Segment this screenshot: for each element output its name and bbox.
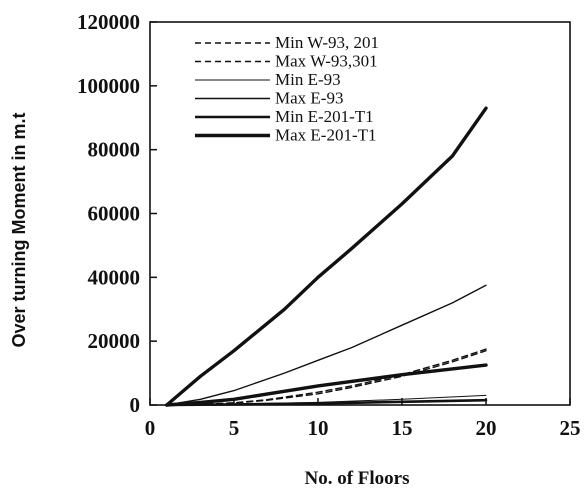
plot-frame bbox=[149, 21, 571, 406]
legend-label-1: Max W-93,301 bbox=[275, 52, 378, 71]
x-tick-label: 0 bbox=[145, 416, 156, 440]
y-tick-label: 20000 bbox=[88, 329, 141, 353]
series-line-0 bbox=[166, 350, 487, 406]
series-layer bbox=[165, 106, 488, 407]
y-tick-label: 40000 bbox=[88, 265, 141, 289]
y-tick-label: 60000 bbox=[88, 202, 141, 226]
legend-label-0: Min W-93, 201 bbox=[275, 33, 379, 52]
x-tick-label: 25 bbox=[560, 416, 581, 440]
y-tick-label: 100000 bbox=[77, 74, 140, 98]
y-tick-label: 120000 bbox=[77, 10, 140, 34]
x-tick-label: 15 bbox=[392, 416, 413, 440]
series-line-3 bbox=[166, 284, 487, 406]
legend-label-5: Max E-201-T1 bbox=[275, 126, 377, 145]
legend-label-2: Min E-93 bbox=[275, 70, 341, 89]
series-line-6 bbox=[165, 106, 488, 407]
legend-label-3: Max E-93 bbox=[275, 89, 343, 108]
series-line-5 bbox=[165, 363, 488, 407]
y-tick-label: 80000 bbox=[88, 138, 141, 162]
y-axis-title: Over turning Moment in m.t bbox=[9, 112, 29, 347]
series-line-4 bbox=[165, 398, 488, 407]
x-axis-title: No. of Floors bbox=[304, 468, 409, 489]
axis-ticks: 0 5 10 15 20 25 0 20000 40000 60000 80000 100000 120… bbox=[77, 10, 581, 440]
x-tick-label: 20 bbox=[476, 416, 497, 440]
plot-border bbox=[149, 21, 571, 406]
x-tick-label: 5 bbox=[229, 416, 240, 440]
x-tick-label: 10 bbox=[308, 416, 329, 440]
legend-label-4: Min E-201-T1 bbox=[275, 107, 374, 126]
y-tick-label: 0 bbox=[130, 393, 141, 417]
